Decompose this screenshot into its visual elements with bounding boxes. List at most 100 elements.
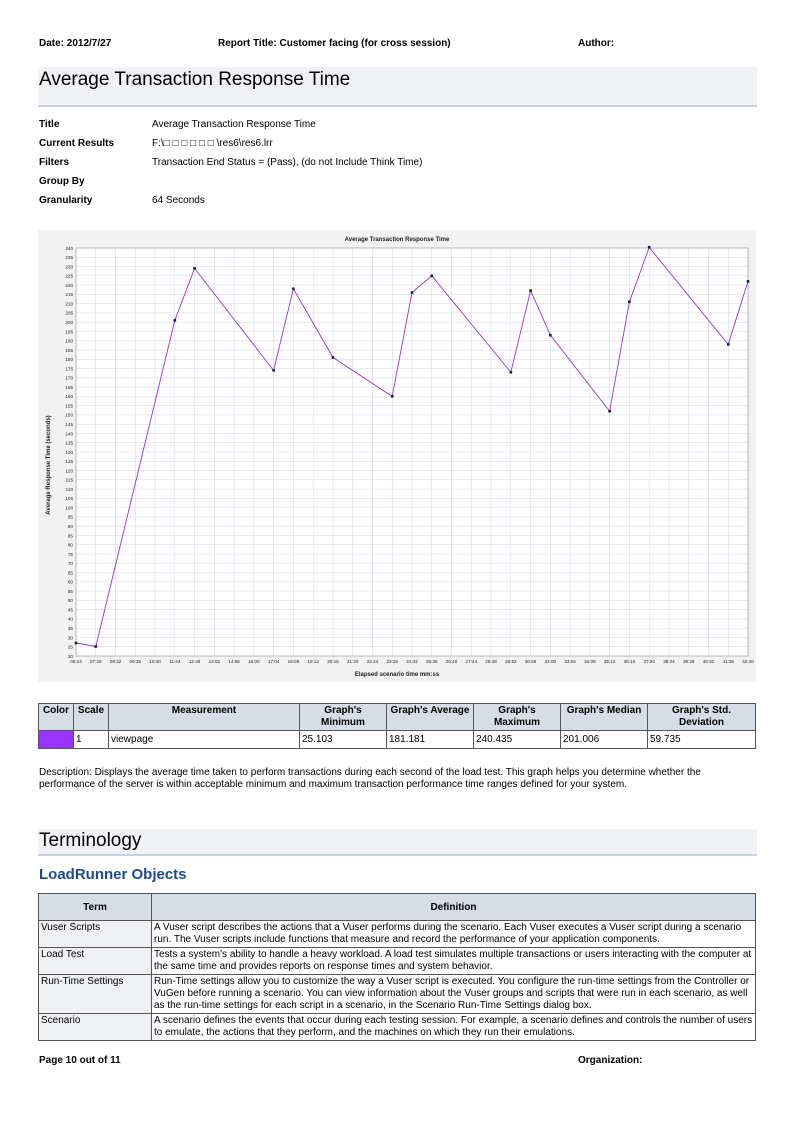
term-row: Scenario A scenario defines the events t… bbox=[38, 1013, 756, 1041]
meta-granularity-key: Granularity bbox=[39, 195, 93, 206]
data-point bbox=[173, 319, 177, 322]
x-tick-label: 42:40 bbox=[742, 659, 754, 664]
x-tick-label: 20:16 bbox=[327, 659, 339, 664]
data-point bbox=[331, 356, 335, 359]
legend-header-median: Graph's Median bbox=[560, 703, 648, 731]
legend-header-min: Graph's Minimum bbox=[299, 703, 387, 731]
report-author: Author: bbox=[578, 38, 615, 49]
y-tick-label: 20 bbox=[68, 654, 74, 659]
y-tick-label: 115 bbox=[66, 478, 74, 483]
page-number: Page 10 out of 11 bbox=[39, 1055, 121, 1066]
y-tick-label: 235 bbox=[65, 255, 73, 260]
terminology-title: Terminology bbox=[38, 829, 757, 856]
y-tick-label: 215 bbox=[65, 292, 73, 297]
meta-filters-value: Transaction End Status = (Pass), (do not… bbox=[152, 157, 423, 168]
y-tick-label: 210 bbox=[65, 301, 73, 306]
y-tick-label: 145 bbox=[65, 422, 73, 427]
data-point bbox=[390, 395, 394, 398]
data-point bbox=[746, 280, 750, 283]
x-tick-label: 08:32 bbox=[110, 659, 122, 664]
term-definition: Tests a system's ability to handle a hea… bbox=[151, 947, 756, 975]
term-row: Load Test Tests a system's ability to ha… bbox=[38, 947, 756, 975]
y-tick-label: 155 bbox=[65, 403, 73, 408]
data-point bbox=[410, 291, 414, 294]
term-definition: Run-Time settings allow you to customize… bbox=[151, 974, 756, 1014]
data-point bbox=[272, 369, 275, 372]
data-point bbox=[549, 333, 552, 337]
loadrunner-objects-title: LoadRunner Objects bbox=[39, 866, 187, 883]
y-tick-label: 240 bbox=[65, 246, 73, 251]
y-tick-label: 195 bbox=[65, 329, 73, 334]
y-tick-label: 65 bbox=[68, 570, 74, 575]
y-tick-label: 25 bbox=[68, 645, 74, 650]
x-tick-label: 22:24 bbox=[367, 659, 379, 664]
section-title: Average Transaction Response Time bbox=[38, 67, 757, 107]
measurement-legend-table: Color Scale Measurement Graph's Minimum … bbox=[38, 703, 756, 749]
y-tick-label: 180 bbox=[65, 357, 73, 362]
y-tick-label: 120 bbox=[65, 468, 73, 473]
x-tick-label: 34:08 bbox=[584, 659, 596, 664]
graph-description: Description: Displays the average time t… bbox=[39, 767, 701, 790]
legend-row: 1 viewpage 25.103 181.181 240.435 201.00… bbox=[38, 730, 756, 749]
y-tick-label: 55 bbox=[68, 589, 74, 594]
term-row: Run-Time Settings Run-Time settings allo… bbox=[38, 974, 756, 1014]
y-tick-label: 200 bbox=[65, 320, 73, 325]
data-point bbox=[430, 274, 434, 278]
y-tick-label: 160 bbox=[65, 394, 73, 399]
y-tick-label: 50 bbox=[68, 598, 74, 603]
x-tick-label: 18:08 bbox=[288, 659, 300, 664]
x-tick-label: 06:24 bbox=[70, 659, 82, 664]
meta-results-key: Current Results bbox=[39, 138, 115, 149]
term-name: Vuser Scripts bbox=[38, 920, 152, 948]
y-tick-label: 110 bbox=[66, 487, 74, 492]
y-tick-label: 100 bbox=[65, 505, 73, 510]
x-tick-label: 09:36 bbox=[130, 659, 142, 664]
x-tick-label: 25:36 bbox=[426, 659, 438, 664]
report-date: Date: 2012/7/27 bbox=[39, 38, 112, 49]
x-tick-label: 19:12 bbox=[307, 659, 319, 664]
term-name: Load Test bbox=[38, 947, 152, 975]
term-name: Scenario bbox=[38, 1013, 152, 1041]
chart-title: Average Transaction Response Time bbox=[345, 237, 450, 243]
y-tick-label: 95 bbox=[68, 515, 74, 520]
meta-title-key: Title bbox=[39, 119, 60, 130]
legend-avg: 181.181 bbox=[386, 730, 474, 749]
y-tick-label: 205 bbox=[65, 311, 73, 316]
x-tick-label: 14:56 bbox=[228, 659, 240, 664]
y-tick-label: 125 bbox=[65, 459, 73, 464]
x-tick-label: 32:00 bbox=[545, 659, 557, 664]
y-tick-label: 190 bbox=[65, 339, 73, 344]
y-tick-label: 165 bbox=[65, 385, 73, 390]
data-point bbox=[94, 645, 98, 648]
x-tick-label: 33:04 bbox=[564, 659, 576, 664]
x-tick-label: 21:20 bbox=[347, 659, 359, 664]
legend-header-scale: Scale bbox=[73, 703, 109, 731]
x-tick-label: 27:44 bbox=[466, 659, 478, 664]
meta-filters-key: Filters bbox=[39, 157, 70, 168]
legend-header-avg: Graph's Average bbox=[386, 703, 474, 731]
y-tick-label: 170 bbox=[65, 376, 73, 381]
y-tick-label: 135 bbox=[65, 441, 73, 446]
y-tick-label: 45 bbox=[68, 607, 74, 612]
y-tick-label: 220 bbox=[65, 283, 73, 288]
series-line bbox=[75, 246, 749, 648]
y-tick-label: 130 bbox=[65, 450, 73, 455]
x-tick-label: 30:56 bbox=[525, 659, 537, 664]
x-tick-label: 26:40 bbox=[446, 659, 458, 664]
legend-median: 201.006 bbox=[560, 730, 648, 749]
data-point bbox=[647, 245, 651, 249]
legend-color-swatch bbox=[38, 730, 74, 749]
y-tick-label: 230 bbox=[65, 264, 73, 269]
x-tick-label: 12:48 bbox=[189, 659, 201, 664]
report-title: Report Title: Customer facing (for cross… bbox=[218, 38, 451, 49]
y-tick-label: 30 bbox=[68, 635, 74, 640]
x-tick-label: 11:44 bbox=[169, 659, 181, 664]
x-tick-label: 38:24 bbox=[663, 659, 675, 664]
y-tick-label: 225 bbox=[65, 274, 73, 279]
legend-std: 59.735 bbox=[647, 730, 756, 749]
x-tick-label: 24:32 bbox=[406, 659, 418, 664]
y-tick-label: 140 bbox=[65, 431, 73, 436]
data-point bbox=[292, 287, 295, 291]
meta-granularity-value: 64 Seconds bbox=[152, 195, 205, 206]
y-tick-label: 80 bbox=[68, 543, 74, 548]
